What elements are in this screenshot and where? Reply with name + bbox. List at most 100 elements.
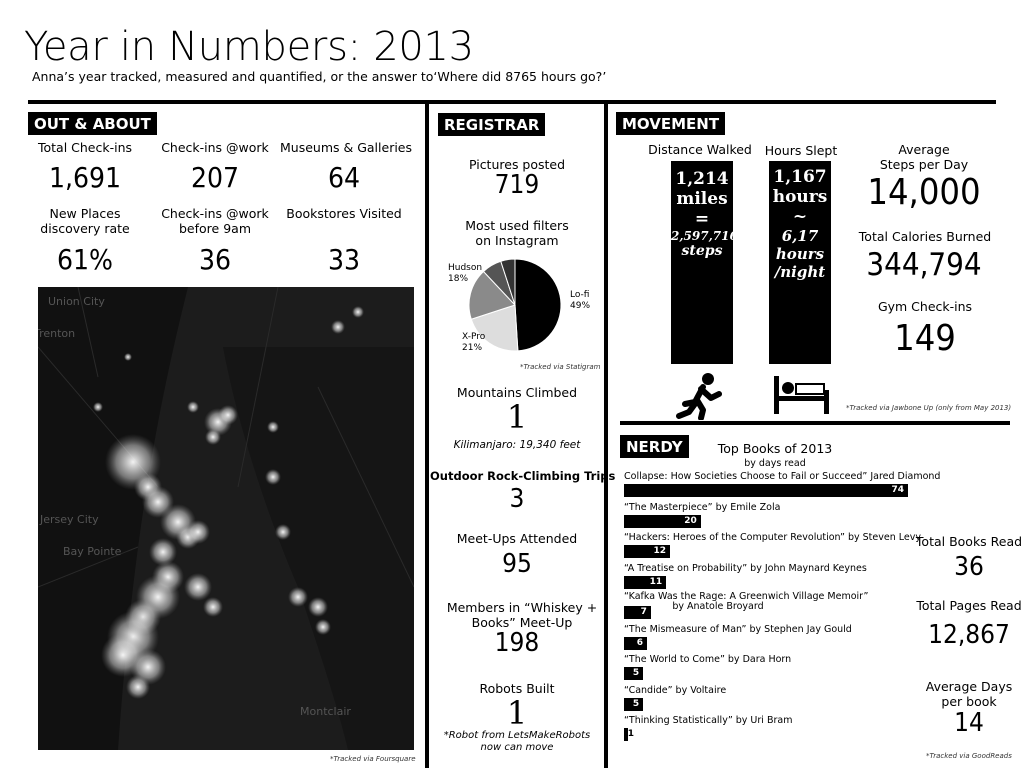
slept-per-night: 6,17 — [781, 227, 819, 245]
checkin-dot — [187, 401, 199, 413]
filter-label-hudson: Hudson 18% — [448, 263, 482, 285]
book-title: “Kafka Was the Rage: A Greenwich Village… — [624, 591, 869, 612]
page-title: Year in Numbers: 2013 — [24, 24, 474, 70]
map-label-jersey-city: Jersey City — [40, 513, 99, 526]
distance-miles: 1,214 — [675, 169, 729, 189]
steps-label: Average Steps per Day — [879, 142, 969, 172]
checkin-dot — [331, 320, 345, 334]
book-bar: 20 — [624, 514, 701, 528]
book-bar-label: 5 — [632, 698, 640, 709]
stat-label-bookstores: Bookstores Visited — [286, 206, 402, 221]
divider-left — [425, 104, 429, 768]
book-bar-label: 12 — [653, 546, 667, 556]
total-pages-value: 12,867 — [928, 620, 1010, 650]
bed-icon — [774, 376, 829, 414]
stat-label-work-before-9: Check-ins @work before 9am — [161, 206, 269, 236]
filter-pct-hudson: 18% — [448, 274, 469, 284]
slept-tilde: ~ — [792, 207, 808, 227]
book-bar: 5 — [624, 667, 644, 680]
stat-label-checkins-work: Check-ins @work — [161, 140, 269, 155]
book-bar: 11 — [624, 575, 667, 589]
members-label: Members in “Whiskey + Books” Meet-Up — [446, 600, 598, 630]
page-subtitle: Anna’s year tracked, measured and quanti… — [32, 69, 607, 84]
calories-label: Total Calories Burned — [858, 229, 992, 244]
meetups-value: 95 — [502, 549, 532, 579]
book-bar-label: 11 — [649, 576, 663, 587]
book-bar: 5 — [624, 697, 644, 711]
book-title: Collapse: How Societies Choose to Fail o… — [624, 471, 941, 482]
filter-label-lofi: Lo-fi 49% — [570, 290, 590, 312]
checkin-dot — [205, 429, 221, 445]
map-label-union-city: Union City — [48, 295, 105, 308]
book-title: “The World to Come” by Dara Horn — [624, 654, 792, 665]
filter-label-xpro: X-Pro 21% — [462, 332, 485, 354]
book-bar-label: 6 — [636, 637, 644, 648]
distance-steps-unit: steps — [681, 243, 723, 259]
distance-steps: 2,597,716 — [671, 229, 738, 243]
walking-person-icon — [676, 373, 722, 420]
stat-value-discovery-rate: 61% — [57, 243, 113, 276]
section-header-registrar: REGISTRAR — [438, 113, 546, 136]
robots-label: Robots Built — [479, 681, 555, 696]
checkin-dot — [184, 573, 212, 601]
avg-days-label: Average Days per book — [925, 679, 1013, 709]
checkin-dot — [124, 353, 132, 361]
distance-miles-unit: miles — [676, 189, 728, 209]
total-books-value: 36 — [954, 552, 984, 582]
checkin-heatmap-graphic — [38, 287, 414, 750]
pictures-label: Pictures posted — [468, 157, 566, 172]
stat-value-work-before-9: 36 — [198, 243, 232, 276]
section-header-out-about: OUT & ABOUT — [28, 112, 157, 135]
checkin-dot — [275, 524, 291, 540]
avg-days-value: 14 — [954, 708, 984, 738]
slept-hours-unit: hours — [772, 187, 828, 207]
book-title: “A Treatise on Probability” by John Mayn… — [624, 562, 867, 574]
checkin-dot — [265, 469, 281, 485]
divider-right — [604, 104, 608, 768]
slept-column: 1,167 hours ~ 6,17 hours /night — [769, 161, 831, 364]
robots-value: 1 — [506, 694, 528, 732]
stat-label-total-checkins: Total Check-ins — [37, 140, 133, 155]
book-title: “The Masterpiece” by Emile Zola — [624, 501, 781, 513]
slept-night-label: /night — [774, 263, 826, 281]
book-bar: 74 — [624, 484, 908, 497]
distance-column: 1,214 miles = 2,597,716 steps — [671, 161, 738, 364]
checkin-dot — [218, 405, 238, 425]
filter-pct-xpro: 21% — [462, 343, 483, 353]
book-title: “Hackers: Heroes of the Computer Revolut… — [624, 532, 921, 543]
goodreads-note: *Tracked via GoodReads — [926, 752, 1012, 760]
checkin-dot — [352, 306, 364, 318]
pie-slice-hudson — [468, 270, 516, 320]
section-header-movement: MOVEMENT — [616, 112, 726, 135]
checkin-dot — [267, 421, 279, 433]
calories-value: 344,794 — [866, 247, 982, 283]
robots-note: *Robot from LetsMakeRobots now can move — [443, 730, 591, 753]
statigram-note: *Tracked via Statigram — [520, 363, 601, 371]
filter-pct-lofi: 49% — [570, 301, 591, 311]
filter-name-xpro: X-Pro — [462, 332, 486, 342]
filter-name-lofi: Lo-fi — [570, 290, 590, 300]
checkin-dot — [149, 538, 177, 566]
mountains-note: Kilimanjaro: 19,340 feet — [453, 439, 581, 451]
members-value: 198 — [494, 628, 540, 658]
rock-value: 3 — [509, 484, 525, 514]
top-rule — [28, 100, 996, 104]
distance-label: Distance Walked — [648, 142, 752, 157]
stat-value-bookstores: 33 — [327, 243, 361, 276]
gym-label: Gym Check-ins — [877, 299, 973, 314]
pie-slice-other-4 — [500, 258, 516, 306]
stat-label-museums: Museums & Galleries — [280, 140, 413, 155]
book-bar-label: 74 — [891, 485, 904, 495]
section-header-nerdy: NERDY — [620, 435, 689, 458]
checkin-dot — [186, 520, 210, 544]
book-title: “Thinking Statistically” by Uri Bram — [624, 715, 793, 726]
stat-value-total-checkins: 1,691 — [48, 161, 122, 194]
meetups-label: Meet-Ups Attended — [456, 531, 578, 546]
slept-hours: 1,167 — [773, 167, 827, 187]
book-title: “The Mismeasure of Man” by Stephen Jay G… — [624, 623, 852, 635]
book-bar: 12 — [624, 545, 671, 558]
book-bar-label: 7 — [640, 607, 647, 617]
checkin-dot — [288, 587, 308, 607]
book-bar-label: 5 — [632, 668, 640, 678]
checkin-dot — [126, 675, 150, 699]
